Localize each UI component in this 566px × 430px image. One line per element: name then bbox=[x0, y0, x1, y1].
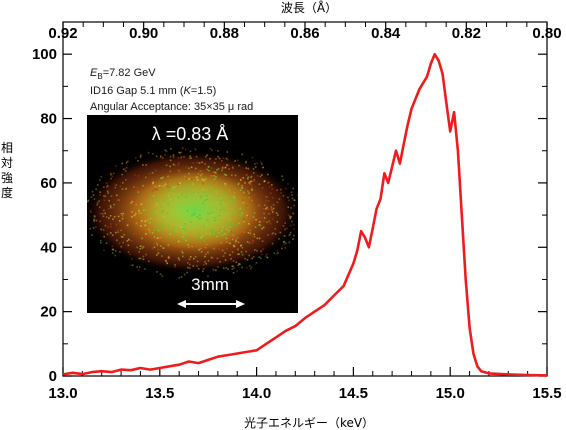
y-title-char: 対 bbox=[1, 156, 13, 170]
top-tick-label: 0.82 bbox=[452, 25, 481, 42]
acceptance-note: Angular Acceptance: 35×35 μ rad bbox=[90, 101, 253, 113]
x-tick-label: 14.0 bbox=[242, 385, 271, 402]
top-tick-label: 0.90 bbox=[129, 25, 158, 42]
y-tick-label: 0 bbox=[49, 368, 57, 385]
spectrum-series-line bbox=[62, 52, 548, 377]
top-axis-title: 波長（Å） bbox=[281, 0, 337, 15]
x-axis-ticks: 13.0 13.5 14.0 14.5 15.0 15.5 bbox=[48, 367, 562, 402]
y-title-char: 度 bbox=[1, 185, 13, 200]
top-tick-label: 0.92 bbox=[48, 25, 77, 42]
beam-energy-note: EB=7.82 GeV bbox=[90, 67, 156, 81]
x-tick-label: 13.5 bbox=[145, 385, 174, 402]
y-title-char: 強 bbox=[1, 171, 13, 185]
y-tick-label: 20 bbox=[40, 304, 57, 321]
gap-note: ID16 Gap 5.1 mm (K=1.5) bbox=[90, 85, 216, 97]
top-tick-label: 0.88 bbox=[210, 25, 239, 42]
beam-spot bbox=[87, 147, 298, 279]
scale-bar-arrow bbox=[177, 300, 245, 308]
beam-profile-inset: λ =0.83 Å 3mm bbox=[87, 115, 298, 313]
y-tick-label: 80 bbox=[40, 111, 57, 128]
x-tick-label: 13.0 bbox=[48, 385, 77, 402]
y-tick-label: 60 bbox=[40, 175, 57, 192]
x-tick-label: 14.5 bbox=[339, 385, 368, 402]
x-tick-label: 15.0 bbox=[436, 385, 465, 402]
inset-wavelength-label: λ =0.83 Å bbox=[152, 124, 229, 144]
top-axis-ticks: 0.92 0.90 0.88 0.86 0.84 0.82 0.80 bbox=[48, 22, 562, 42]
y-title-char: 相 bbox=[1, 141, 13, 155]
x-tick-label: 15.5 bbox=[532, 385, 561, 402]
y-tick-label: 40 bbox=[40, 239, 57, 256]
top-tick-label: 0.86 bbox=[290, 25, 319, 42]
top-tick-label: 0.84 bbox=[371, 25, 401, 42]
inset-scale-label: 3mm bbox=[191, 275, 229, 294]
y-tick-label: 100 bbox=[32, 46, 57, 63]
x-axis-title: 光子エネルギー（keV） bbox=[244, 416, 374, 430]
top-tick-label: 0.80 bbox=[532, 25, 561, 42]
